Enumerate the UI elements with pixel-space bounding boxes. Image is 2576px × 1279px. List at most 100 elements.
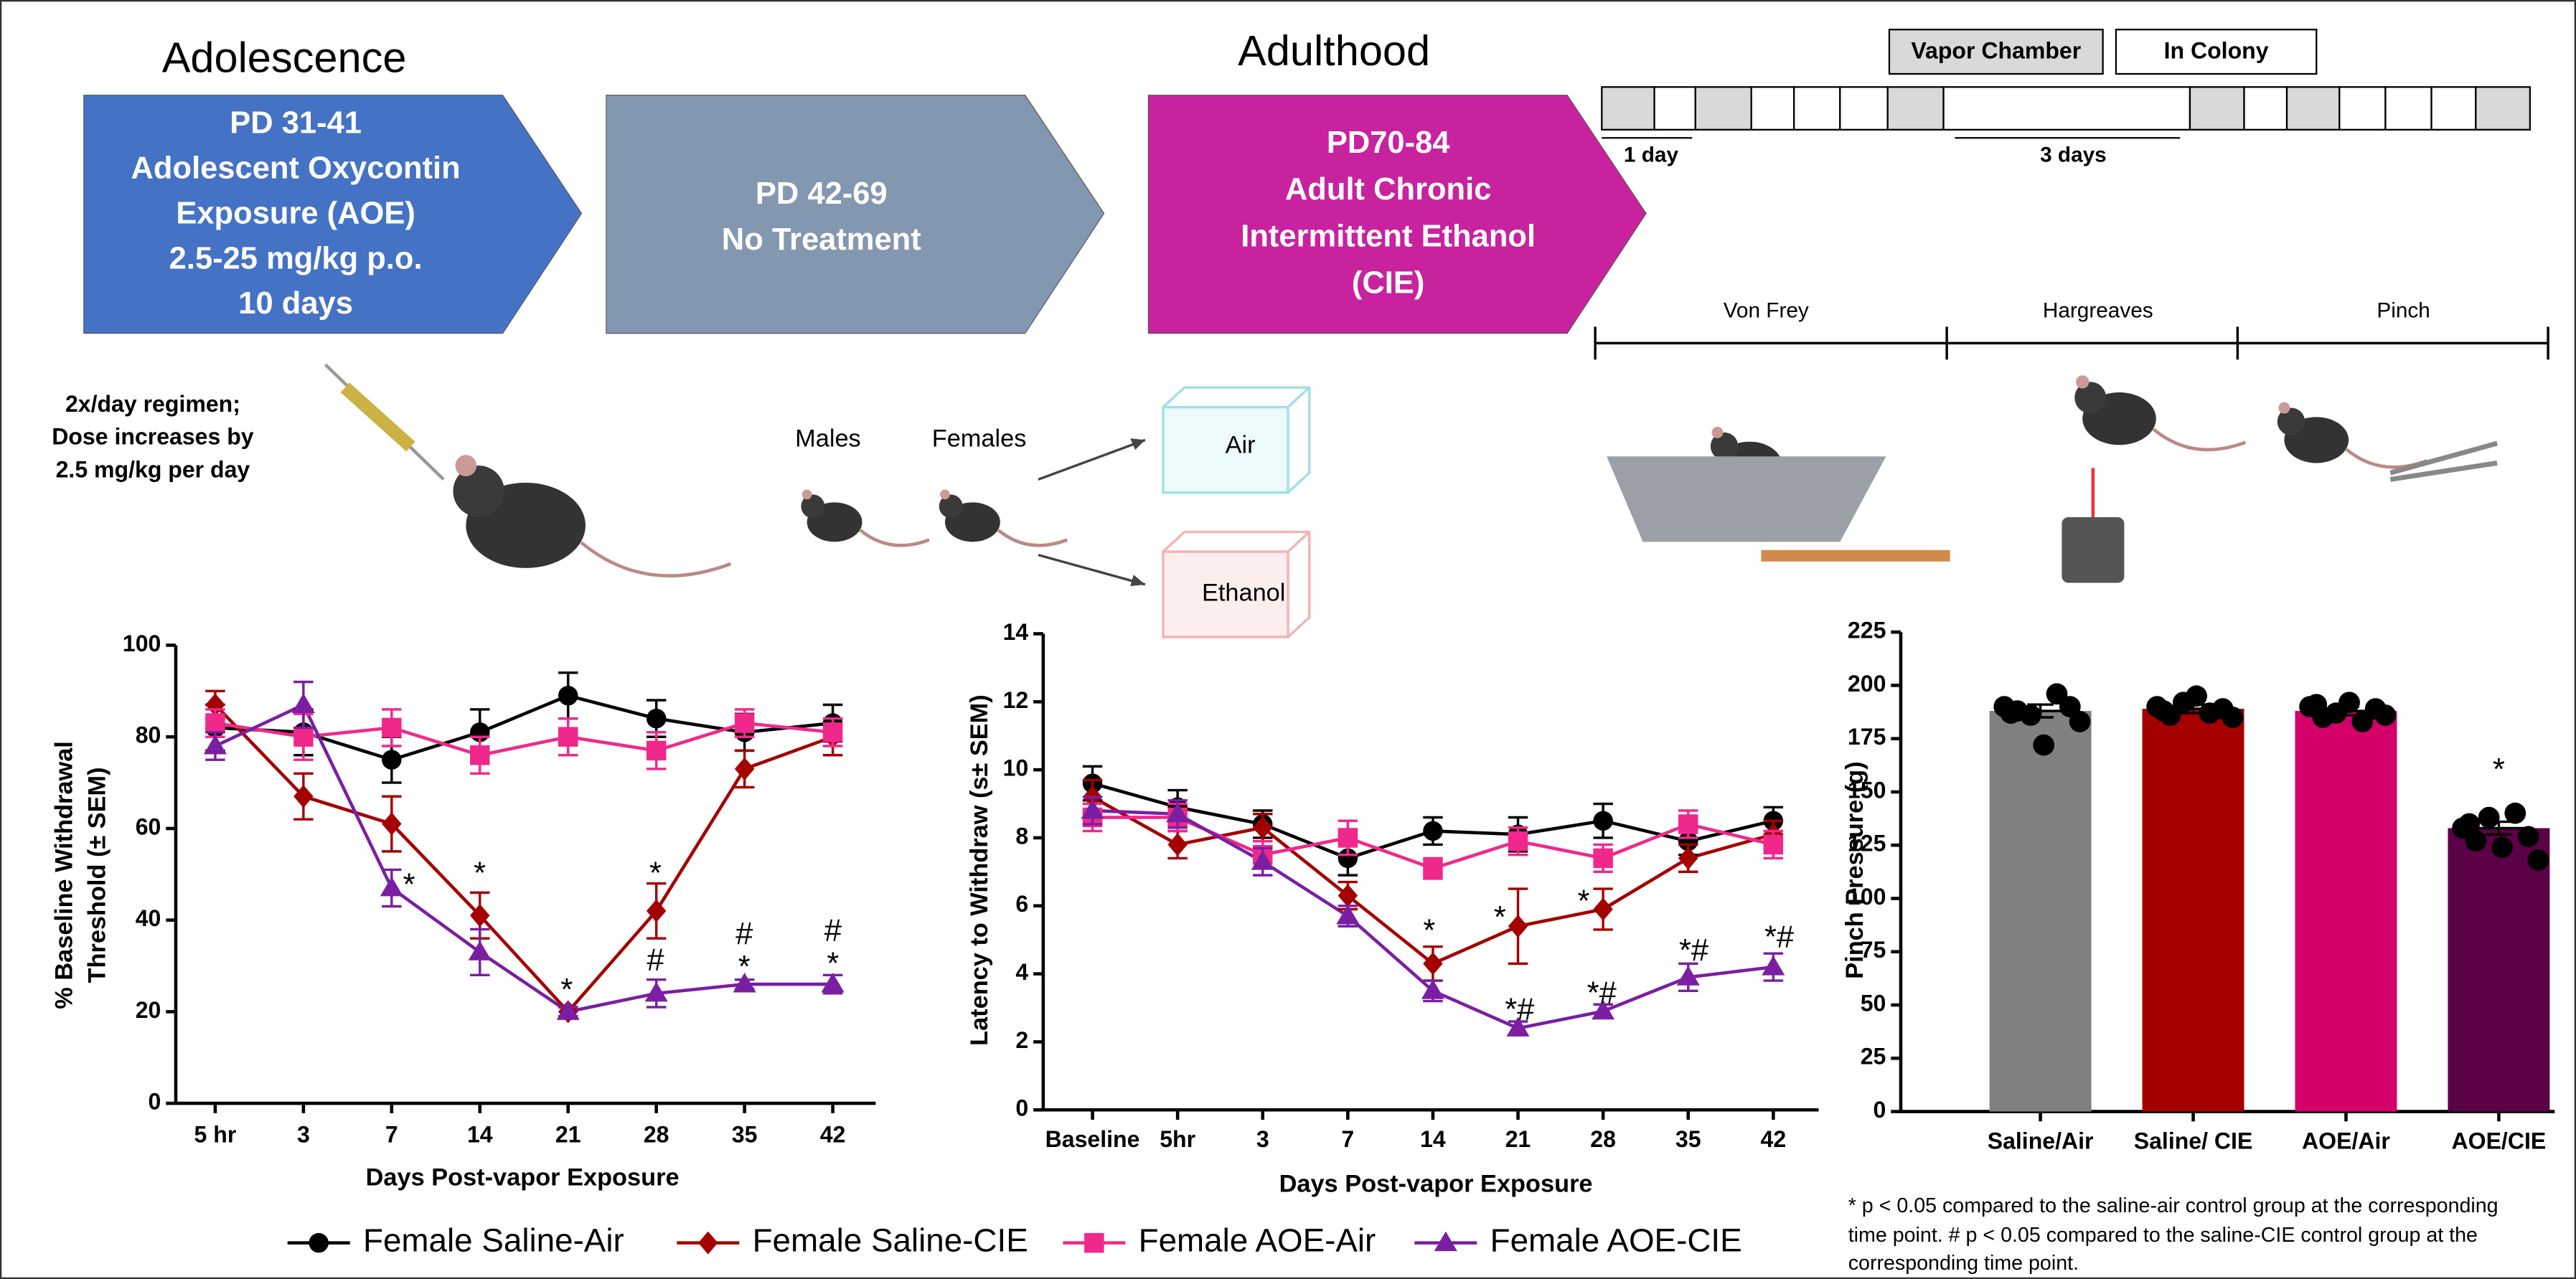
bar bbox=[2142, 709, 2244, 1112]
stage-text: No Treatment bbox=[722, 222, 921, 257]
stage-text: 10 days bbox=[238, 286, 353, 321]
y-tick-label: 40 bbox=[136, 905, 161, 931]
data-point bbox=[2504, 802, 2526, 824]
error-bar bbox=[2474, 820, 2524, 836]
data-point bbox=[2478, 806, 2500, 829]
data-point bbox=[2000, 702, 2022, 724]
marker bbox=[733, 973, 756, 993]
data-point bbox=[2351, 711, 2374, 732]
stage-text: Adult Chronic bbox=[1285, 172, 1491, 207]
marker bbox=[556, 1000, 580, 1020]
mouse-ear bbox=[802, 489, 812, 500]
x-tick-label: 21 bbox=[555, 1121, 581, 1147]
y-tick-label: 225 bbox=[1848, 618, 1886, 643]
stage-text: Intermittent Ethanol bbox=[1241, 219, 1536, 253]
stage-text: PD 42-69 bbox=[756, 176, 888, 211]
y-tick-label: 10 bbox=[1003, 755, 1029, 781]
mouse-tail bbox=[859, 529, 930, 547]
legend-marker bbox=[1434, 1231, 1457, 1252]
stages: PD 31-41 Adolescent Oxycontin Exposure (AO… bbox=[83, 27, 1647, 334]
chart: 0 2 4 6 8 10 12 14 Baseline 5hr 3 7 14 21 28 35 42 Days P… bbox=[966, 619, 1819, 1198]
test-label: Von Frey bbox=[1724, 299, 1809, 323]
marker bbox=[1423, 821, 1443, 841]
mouse-head bbox=[2277, 407, 2305, 435]
marker bbox=[291, 693, 315, 713]
data-point bbox=[2069, 711, 2091, 732]
data-point bbox=[2019, 704, 2041, 726]
marker bbox=[1423, 858, 1443, 879]
x-tick-label: Baseline bbox=[1045, 1126, 1140, 1152]
schedule-cell bbox=[1750, 86, 1795, 131]
schedule-cell bbox=[1942, 86, 2191, 131]
marker bbox=[468, 940, 492, 961]
significance-mark: * bbox=[2493, 752, 2505, 787]
x-tick-label: 35 bbox=[732, 1121, 758, 1147]
stage-arrow bbox=[1147, 95, 1647, 334]
stage-text: Adolescent Oxycontin bbox=[131, 151, 461, 185]
schedule-legend: In Colony bbox=[2164, 38, 2269, 64]
marker bbox=[1251, 850, 1274, 870]
y-axis-label: % Baseline Withdrawal bbox=[51, 741, 78, 1009]
schedule-cell bbox=[1653, 86, 1696, 131]
marker bbox=[1421, 979, 1444, 999]
footnote: * p < 0.05 compared to the saline-air co… bbox=[1848, 1194, 2499, 1217]
mouse-head bbox=[801, 494, 825, 519]
mouse-tail bbox=[997, 529, 1068, 547]
y-tick-label: 0 bbox=[149, 1089, 161, 1115]
marker bbox=[1508, 915, 1528, 938]
y-tick-label: 20 bbox=[136, 997, 161, 1023]
y-tick-label: 75 bbox=[1861, 937, 1886, 963]
data-point bbox=[2186, 685, 2207, 707]
y-tick-label: 8 bbox=[1015, 823, 1028, 849]
y-axis-label: Threshold (± SEM) bbox=[83, 767, 111, 983]
y-tick-label: 2 bbox=[1015, 1027, 1028, 1053]
marker bbox=[1593, 897, 1613, 921]
y-tick-label: 100 bbox=[123, 631, 161, 656]
marker bbox=[821, 973, 845, 993]
legend-marker bbox=[309, 1232, 329, 1253]
y-tick-label: 25 bbox=[1861, 1044, 1886, 1070]
stage-heading: Adulthood bbox=[1238, 27, 1430, 75]
stage-text: 2.5-25 mg/kg p.o. bbox=[169, 241, 423, 275]
x-tick-label: 28 bbox=[1590, 1126, 1616, 1152]
schedule-cell bbox=[2189, 86, 2245, 131]
regimen-text: 2.5 mg/kg per day bbox=[56, 456, 250, 482]
x-tick-label: 3 bbox=[1256, 1126, 1269, 1152]
y-tick-label: 80 bbox=[136, 722, 161, 748]
data-point bbox=[2046, 683, 2068, 705]
significance-mark: * bbox=[1494, 900, 1506, 935]
marker bbox=[1676, 966, 1700, 986]
marker bbox=[382, 717, 402, 738]
significance-mark: * bbox=[1423, 914, 1435, 948]
schedule-cell bbox=[2430, 86, 2477, 131]
y-tick-label: 175 bbox=[1848, 724, 1886, 750]
marker bbox=[1338, 884, 1358, 907]
significance-mark: *# bbox=[1505, 992, 1534, 1026]
schedule-cell bbox=[2285, 86, 2341, 131]
x-tick-label: 28 bbox=[644, 1121, 669, 1147]
significance-mark: # bbox=[647, 943, 664, 978]
x-tick-label: 5hr bbox=[1160, 1126, 1195, 1152]
group-label: Females bbox=[932, 425, 1027, 452]
marker bbox=[293, 727, 314, 747]
schedule-cell bbox=[2338, 86, 2387, 131]
mouse-tail bbox=[580, 541, 732, 578]
marker bbox=[646, 708, 667, 729]
y-tick-label: 50 bbox=[1861, 990, 1886, 1016]
marker bbox=[644, 981, 668, 1002]
marker bbox=[382, 750, 402, 770]
schedule-cell bbox=[1839, 86, 1889, 131]
y-tick-label: 150 bbox=[1848, 777, 1886, 803]
legend-box bbox=[2115, 29, 2318, 75]
arrow bbox=[1038, 438, 1146, 481]
mouse-ear bbox=[1711, 426, 1724, 438]
schedule-cell bbox=[1694, 86, 1752, 131]
stage-text: PD 31-41 bbox=[230, 105, 362, 140]
significance-mark: # bbox=[824, 914, 842, 948]
regimen-text: Dose increases by bbox=[52, 424, 254, 450]
marker bbox=[1763, 834, 1784, 855]
arrow bbox=[1038, 553, 1146, 586]
significance-mark: # bbox=[735, 917, 753, 951]
error-bar bbox=[2016, 703, 2065, 719]
